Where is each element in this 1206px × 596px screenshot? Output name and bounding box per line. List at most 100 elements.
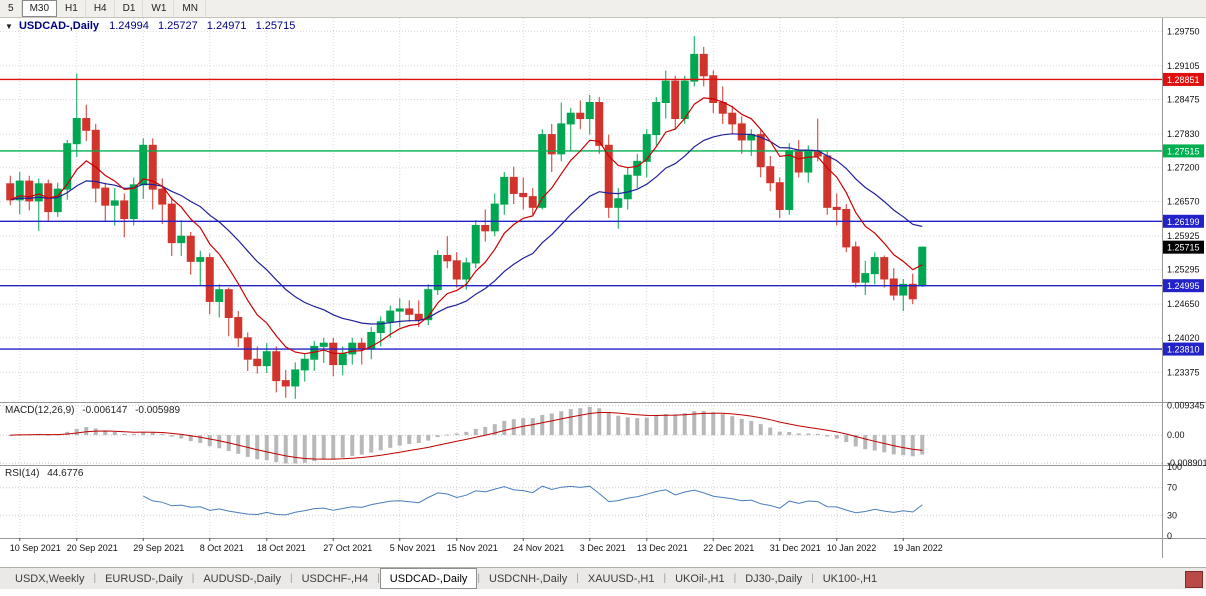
chart-tab-usdcad-daily[interactable]: USDCAD-,Daily	[379, 568, 478, 589]
rsi-axis-label: 30	[1167, 510, 1177, 520]
macd-histogram-bar	[768, 427, 773, 436]
chart-tab-audusd-daily[interactable]: AUDUSD-,Daily	[203, 572, 281, 585]
macd-histogram-bar	[207, 435, 212, 447]
bear-candle	[851, 246, 860, 283]
rsi-line	[143, 485, 923, 516]
tab-separator: |	[93, 573, 97, 584]
bear-candle	[224, 289, 233, 318]
macd-histogram-bar	[65, 431, 70, 436]
macd-histogram-bar	[188, 435, 193, 442]
tab-separator: |	[576, 573, 579, 584]
bull-candle	[291, 369, 300, 387]
date-axis-label: 19 Jan 2022	[893, 543, 943, 553]
bear-candle	[148, 144, 157, 190]
bear-candle	[443, 254, 452, 262]
bull-candle	[614, 198, 623, 208]
rsi-layer	[0, 485, 1162, 516]
macd-histogram-bar	[701, 410, 706, 436]
macd-histogram-bar	[93, 428, 98, 436]
bull-candle	[804, 150, 813, 173]
macd-histogram-bar	[730, 416, 735, 436]
bear-candle	[823, 155, 832, 208]
macd-signal-line	[10, 412, 923, 460]
bear-candle	[576, 112, 585, 120]
date-axis-label: 5 Nov 2021	[390, 543, 436, 553]
bull-candle	[623, 174, 632, 200]
macd-histogram-bar	[853, 435, 858, 447]
timeframe-button-d1[interactable]: D1	[115, 0, 144, 17]
tab-separator: |	[663, 573, 667, 584]
rsi-axis-label: 0	[1167, 531, 1172, 541]
bull-candle	[424, 289, 433, 321]
chart-tab-xauusd-h1[interactable]: XAUUSD-,H1	[587, 572, 655, 585]
chart-tab-usdchf-h4[interactable]: USDCHF-,H4	[301, 572, 369, 585]
timeframe-button-h4[interactable]: H4	[86, 0, 115, 17]
bear-candle	[205, 257, 214, 302]
axis-layer: 1.29750 1.29105 1.28475 1.27830 1.27200 1.265…	[0, 18, 1206, 558]
macd-histogram-bar	[378, 435, 383, 451]
timeframe-button-5[interactable]: 5	[0, 0, 22, 17]
macd-histogram-bar	[46, 434, 51, 436]
chart-tab-ukoil-h1[interactable]: UKOil-,H1	[675, 572, 725, 585]
macd-histogram-bar	[302, 435, 307, 463]
timeframe-button-h1[interactable]: H1	[57, 0, 86, 17]
timeframe-button-mn[interactable]: MN	[174, 0, 206, 17]
macd-histogram-bar	[160, 433, 165, 436]
bear-candle	[519, 192, 528, 198]
macd-histogram-bar	[340, 435, 345, 458]
bear-candle	[234, 316, 243, 339]
macd-histogram-bar	[264, 435, 269, 461]
macd-histogram-bar	[844, 435, 849, 443]
chart-tab-dj30-daily[interactable]: DJ30-,Daily	[745, 572, 803, 585]
price-axis-label: 1.25295	[1167, 265, 1200, 275]
macd-histogram-bar	[8, 435, 13, 437]
price-axis-label: 1.23375	[1167, 367, 1200, 377]
bull-candle	[633, 160, 642, 176]
macd-histogram-bar	[654, 416, 659, 436]
macd-histogram-bar	[293, 435, 298, 464]
bear-candle	[595, 102, 604, 146]
tab-scroll-corner[interactable]	[1185, 571, 1203, 588]
date-axis-label: 10 Jan 2022	[827, 543, 877, 553]
macd-histogram-bar	[274, 435, 279, 463]
candles-layer	[6, 36, 927, 399]
chart-tab-eurusd-daily[interactable]: EURUSD-,Daily	[105, 572, 183, 585]
macd-histogram-bar	[587, 406, 592, 436]
bull-candle	[642, 134, 651, 162]
price-axis-label: 1.25925	[1167, 231, 1200, 241]
macd-histogram-bar	[777, 431, 782, 436]
chart-tab-uk100-h1[interactable]: UK100-,H1	[822, 572, 878, 585]
macd-histogram-bar	[549, 413, 554, 436]
bull-candle	[490, 203, 499, 232]
chart-region[interactable]: 1.29750 1.29105 1.28475 1.27830 1.27200 1.265…	[0, 18, 1206, 558]
macd-histogram-bar	[578, 408, 583, 436]
bull-candle	[63, 143, 72, 190]
macd-histogram-bar	[787, 431, 792, 436]
bear-candle	[91, 129, 100, 189]
macd-histogram-bar	[663, 414, 668, 436]
timeframe-button-m30[interactable]: M30	[21, 0, 58, 17]
bull-candle	[462, 262, 471, 280]
timeframe-button-w1[interactable]: W1	[143, 0, 175, 17]
bull-candle	[110, 200, 119, 206]
bull-candle	[139, 144, 148, 186]
macd-histogram-bar	[150, 432, 155, 436]
chart-tab-usdcnh-daily[interactable]: USDCNH-,Daily	[489, 572, 568, 585]
bear-candle	[272, 351, 281, 382]
collapse-chart-icon[interactable]: ▼	[5, 22, 13, 31]
chart-tab-usdx-weekly[interactable]: USDX,Weekly	[15, 572, 85, 585]
bull-candle	[395, 308, 404, 312]
bear-candle	[158, 188, 167, 205]
macd-histogram-bar	[245, 435, 250, 457]
bull-candle	[661, 80, 670, 104]
price-badge-1.27515	[1163, 144, 1204, 158]
macd-histogram-bar	[416, 435, 421, 443]
chart-canvas[interactable]: 1.29750 1.29105 1.28475 1.27830 1.27200 1.265…	[0, 18, 1206, 558]
bull-candle	[870, 257, 879, 275]
macd-histogram-bar	[834, 435, 839, 439]
tab-separator: |	[377, 573, 380, 584]
macd-histogram-bar	[863, 435, 868, 450]
price-badge-1.24995	[1163, 279, 1204, 293]
macd-histogram-bar	[825, 435, 830, 437]
price-axis-label: 1.29750	[1167, 26, 1200, 36]
